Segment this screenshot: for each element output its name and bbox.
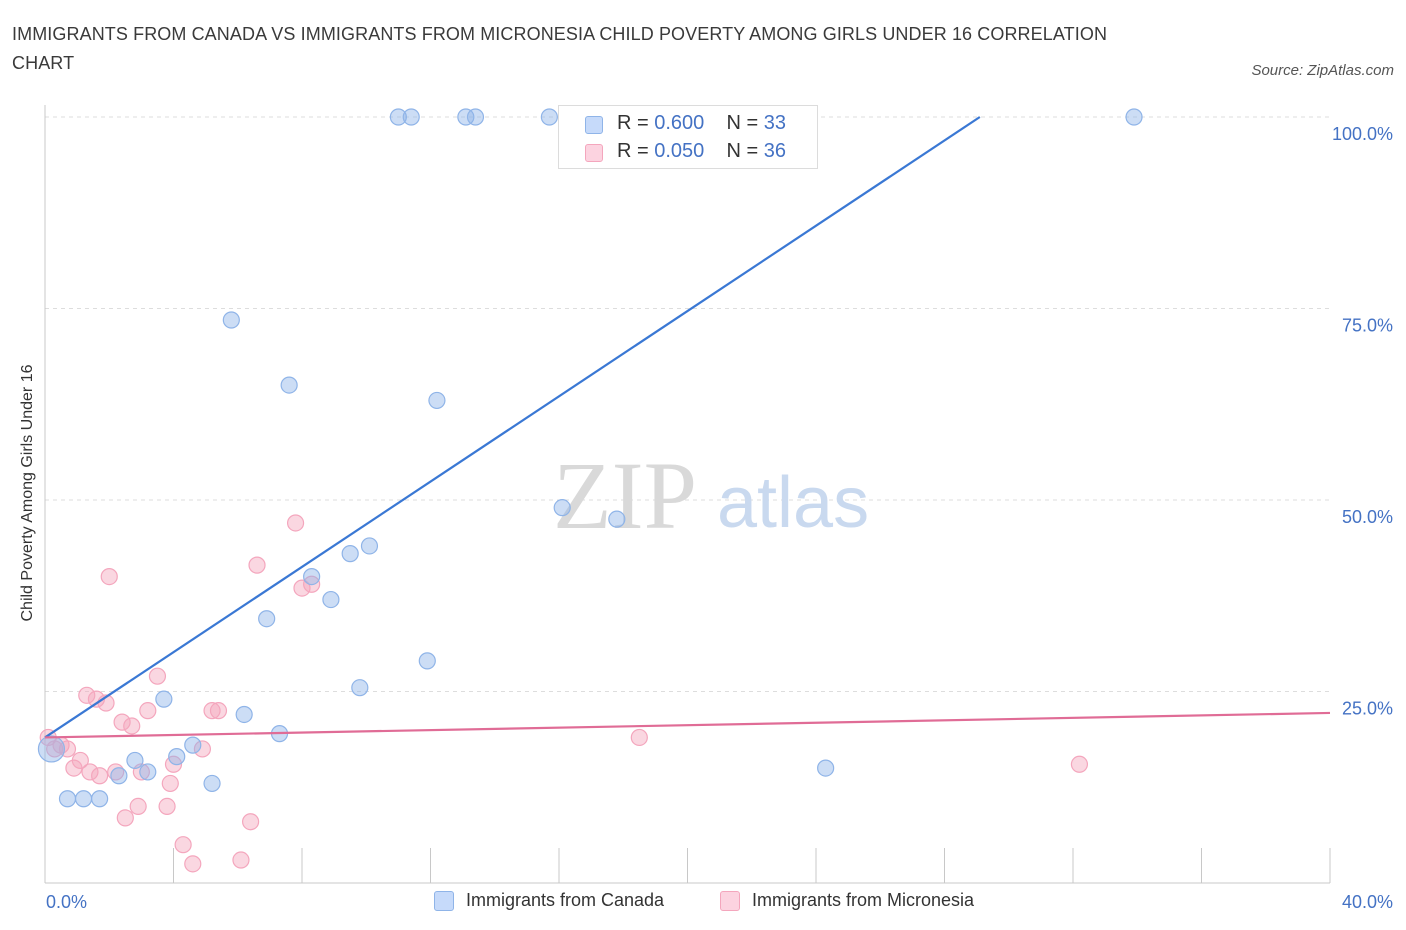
- micronesia-trend-line: [44, 711, 1331, 739]
- micronesia-point: [232, 851, 250, 869]
- canada-point: [402, 108, 420, 126]
- x-tick-label-min: 0.0%: [46, 892, 87, 912]
- micronesia-point: [203, 702, 221, 720]
- y-tick-label: 100.0%: [1332, 124, 1393, 144]
- micronesia-point: [193, 740, 212, 758]
- micronesia-legend-swatch: [720, 891, 740, 911]
- zipatlas-watermark: ZIP atlas: [553, 442, 869, 549]
- canada-point: [360, 537, 379, 555]
- micronesia-point: [81, 763, 99, 781]
- canada-point: [303, 567, 321, 586]
- micronesia-r-value: 0.050: [654, 140, 705, 162]
- watermark-zip: ZIP: [553, 442, 697, 549]
- canada-point: [389, 108, 407, 126]
- micronesia-point: [78, 686, 96, 704]
- micronesia-point: [174, 836, 192, 854]
- canada-swatch: [585, 116, 603, 134]
- canada-point: [418, 652, 436, 670]
- canada-point: [258, 610, 276, 628]
- canada-point: [184, 736, 202, 754]
- canada-point: [126, 751, 144, 770]
- canada-point: [341, 545, 359, 563]
- micronesia-point: [123, 717, 141, 735]
- n-label: N =: [726, 140, 764, 162]
- canada-point: [817, 759, 835, 777]
- n-label: N =: [726, 112, 764, 134]
- micronesia-swatch: [585, 144, 603, 162]
- canada-point: [222, 311, 240, 329]
- chart-source: Source: ZipAtlas.com: [1251, 62, 1394, 79]
- micronesia-point: [1070, 755, 1089, 773]
- tick-labels: 100.0% 75.0% 50.0% 25.0% 0.0% 40.0%: [46, 124, 1393, 912]
- micronesia-point: [148, 667, 167, 685]
- canada-point: [553, 499, 571, 517]
- canada-point: [280, 376, 298, 394]
- axes: [44, 105, 1331, 884]
- y-tick-label: 25.0%: [1342, 699, 1393, 719]
- canada-point: [155, 690, 173, 708]
- canada-point: [235, 705, 253, 724]
- micronesia-point: [113, 713, 131, 731]
- canada-point: [110, 767, 128, 785]
- micronesia-legend-label: Immigrants from Micronesia: [752, 890, 975, 910]
- y-tick-label: 75.0%: [1342, 316, 1393, 336]
- grid-lines: [45, 116, 1330, 692]
- micronesia-point: [71, 751, 89, 770]
- micronesia-point: [209, 702, 228, 720]
- canada-point: [37, 735, 66, 763]
- canada-point: [322, 590, 340, 609]
- canada-point: [58, 790, 77, 808]
- micronesia-n-value: 36: [763, 140, 787, 162]
- canada-point: [139, 763, 157, 781]
- watermark-atlas: atlas: [717, 463, 869, 543]
- canada-point: [428, 391, 446, 410]
- chart-title: IMMIGRANTS FROM CANADA VS IMMIGRANTS FRO…: [12, 24, 1108, 73]
- canada-point: [540, 108, 558, 126]
- micronesia-point: [116, 809, 134, 827]
- canada-point: [203, 774, 221, 793]
- micronesia-point: [91, 767, 109, 785]
- canada-trend-line: [44, 116, 981, 739]
- canada-point: [466, 108, 485, 126]
- micronesia-point: [129, 797, 147, 816]
- canada-point: [351, 679, 369, 697]
- micronesia-point: [184, 855, 202, 873]
- canada-point: [168, 748, 186, 766]
- canada-point: [457, 108, 475, 126]
- canada-legend-label: Immigrants from Canada: [466, 890, 665, 910]
- micronesia-point: [248, 556, 266, 574]
- canada-r-value: 0.600: [654, 112, 705, 134]
- micronesia-point: [139, 702, 157, 720]
- micronesia-point: [293, 579, 311, 597]
- r-label: R =: [617, 112, 655, 134]
- trend-lines: [44, 116, 1331, 739]
- micronesia-point: [161, 774, 179, 793]
- stats-legend: R = 0.600 N = 33 R = 0.050 N = 36: [558, 105, 818, 169]
- canada-point: [74, 790, 93, 808]
- micronesia-point: [286, 514, 305, 532]
- canada-point: [91, 790, 109, 808]
- micronesia-point: [630, 728, 648, 747]
- canada-point: [1125, 108, 1143, 126]
- r-label: R =: [617, 140, 655, 162]
- y-tick-label: 50.0%: [1342, 507, 1393, 527]
- micronesia-point: [100, 567, 118, 586]
- micronesia-point: [158, 797, 176, 816]
- canada-point: [608, 510, 626, 528]
- canada-legend-swatch: [434, 891, 454, 911]
- canada-n-value: 33: [763, 112, 787, 134]
- micronesia-points: [39, 514, 1089, 873]
- micronesia-point: [242, 813, 260, 831]
- x-tick-label-max: 40.0%: [1342, 892, 1393, 912]
